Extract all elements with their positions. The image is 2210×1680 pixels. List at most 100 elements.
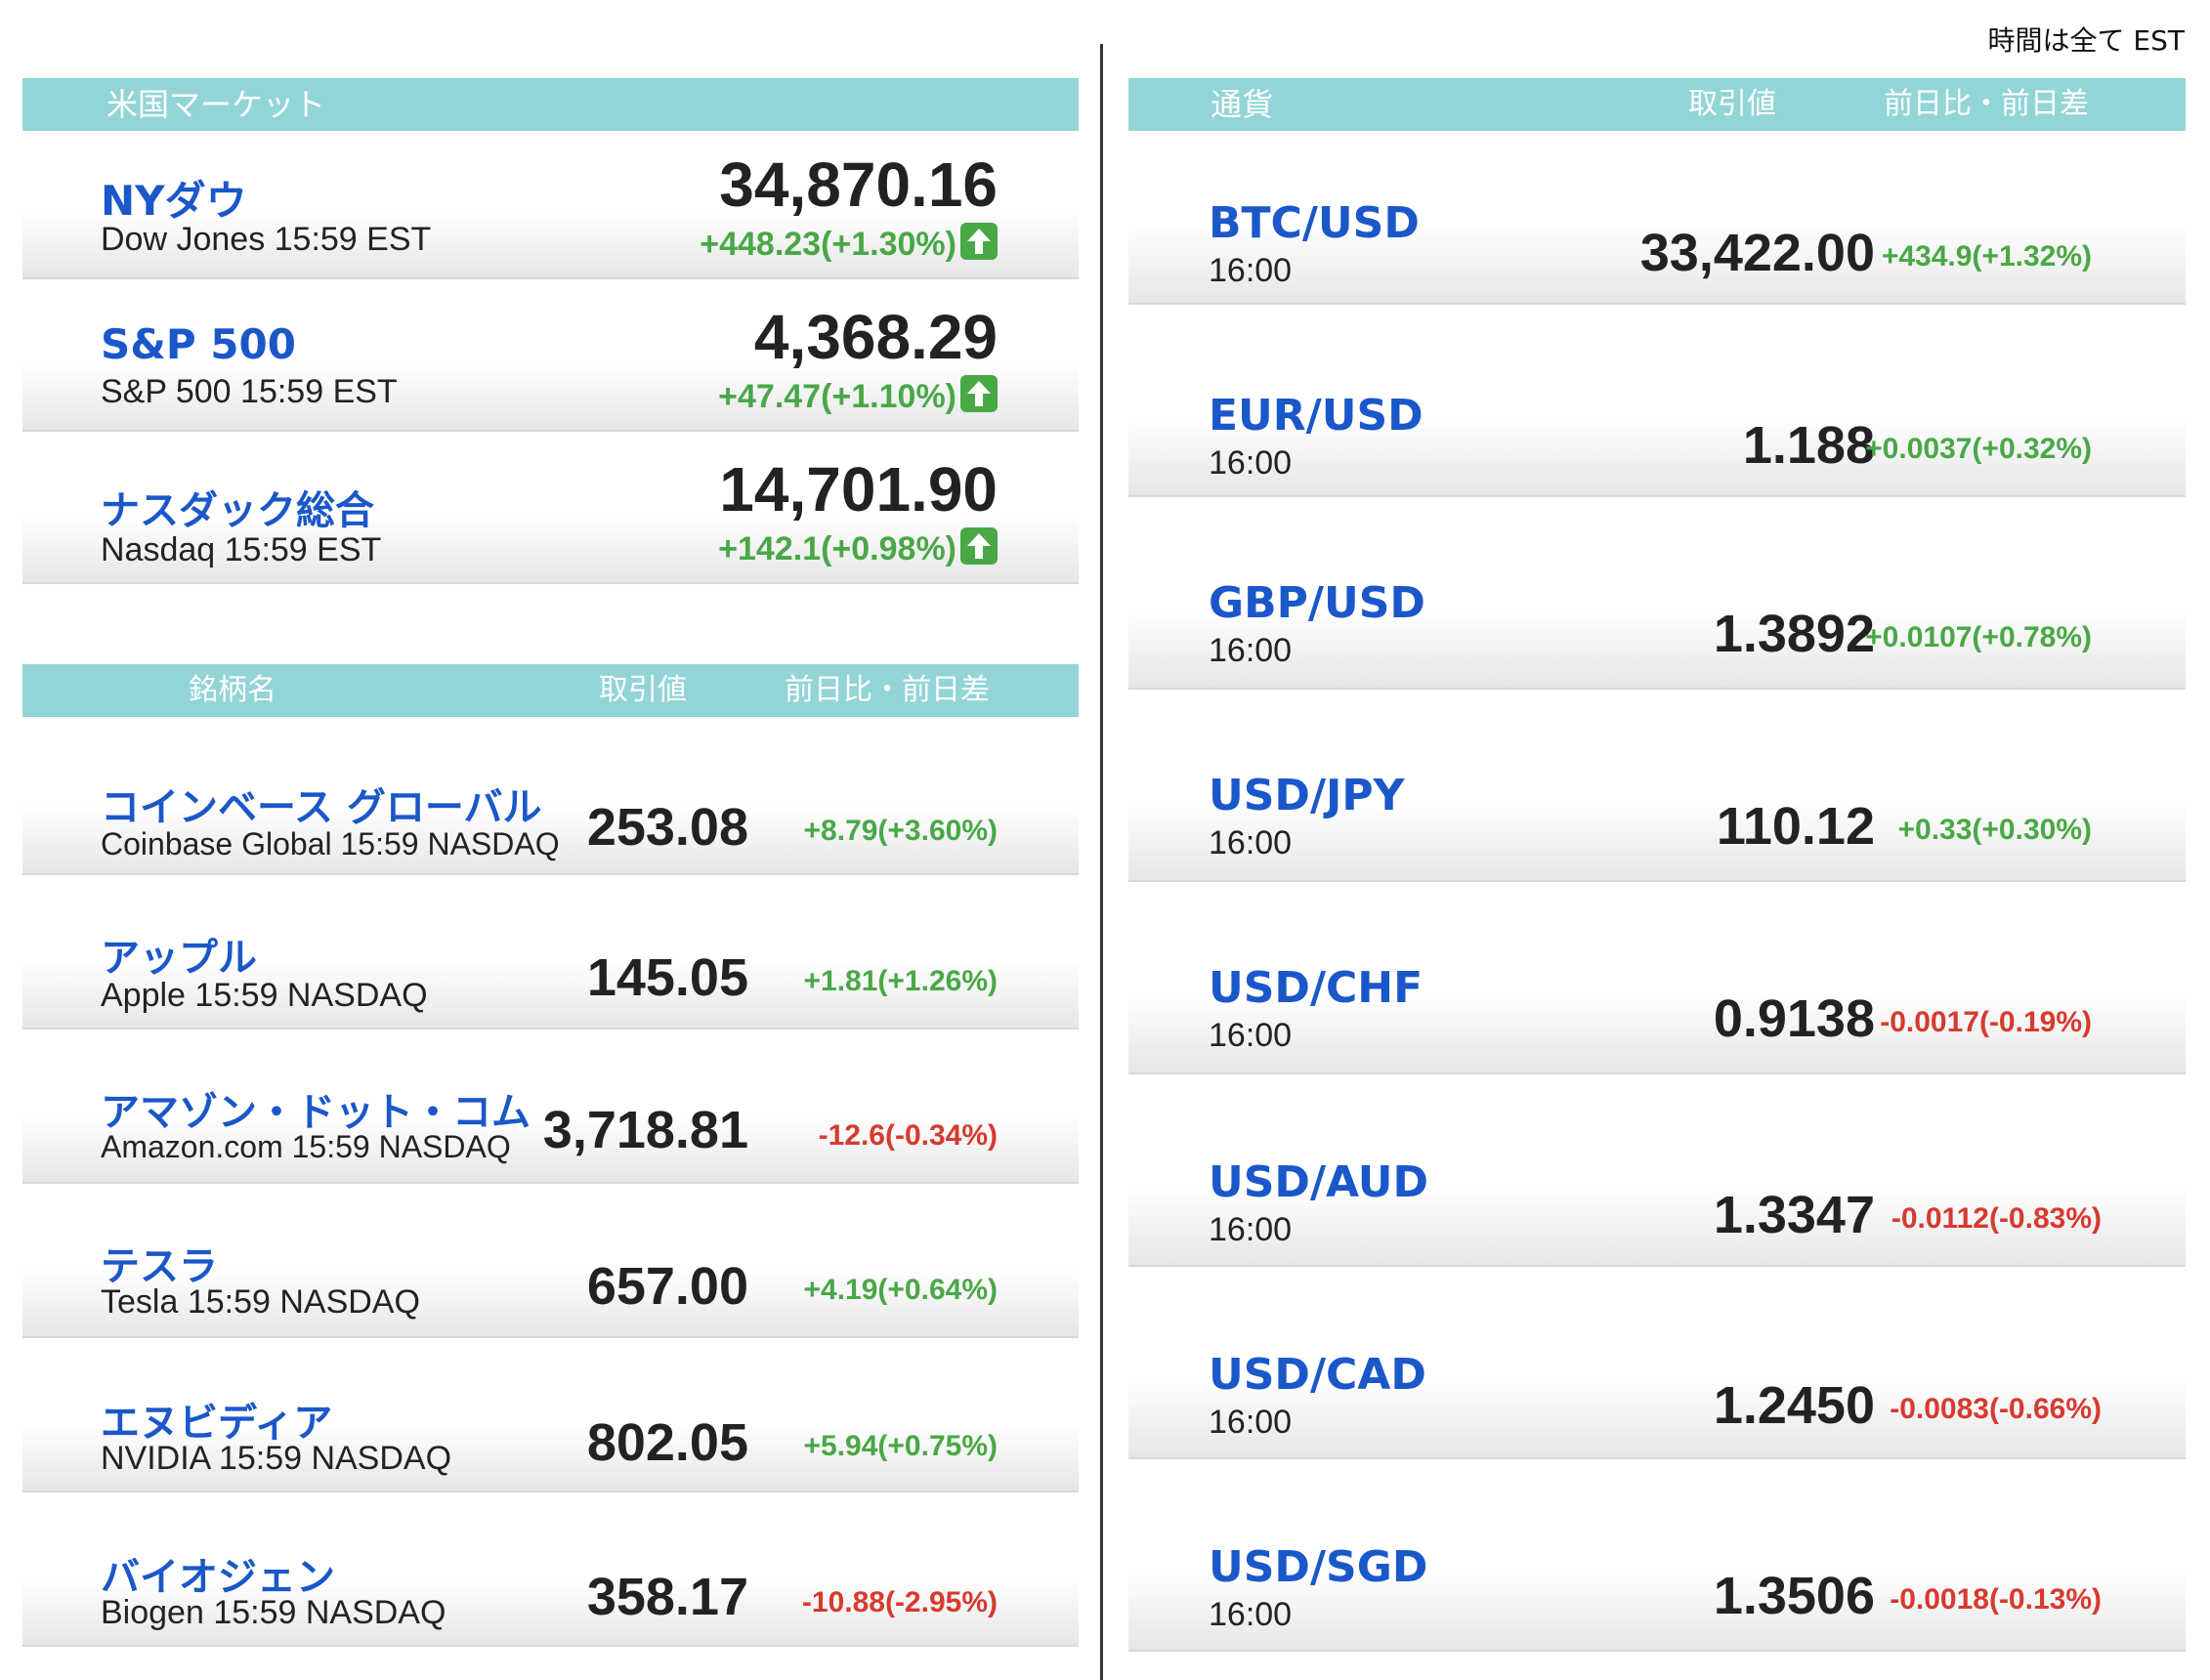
index-sub: Nasdaq 15:59 EST (101, 531, 382, 568)
currency-time: 16:00 (1209, 1404, 1293, 1441)
currency-change: +434.9(+1.32%) (1881, 240, 2092, 273)
index-change: +142.1(+0.98%) (718, 527, 998, 568)
currency-value: 0.9138 (1713, 989, 1875, 1048)
index-name: NYダウ (101, 177, 247, 225)
currency-row-btcusd[interactable]: BTC/USD 16:00 33,422.00 +434.9(+1.32%) (1128, 145, 2186, 305)
stock-sub: Apple 15:59 NASDAQ (101, 977, 428, 1014)
currency-value: 33,422.00 (1639, 224, 1875, 282)
currency-row-gbpusd[interactable]: GBP/USD 16:00 1.3892 +0.0107(+0.78%) (1128, 529, 2186, 690)
index-change: +47.47(+1.10%) (718, 375, 998, 416)
currency-time: 16:00 (1209, 1017, 1293, 1054)
stock-change: +1.81(+1.26%) (803, 965, 998, 997)
currency-value: 1.2450 (1713, 1376, 1875, 1435)
index-row-sp500[interactable]: S&P 500 S&P 500 15:59 EST 4,368.29 +47.4… (22, 297, 1079, 432)
currency-value: 110.12 (1716, 797, 1875, 856)
currency-time: 16:00 (1209, 824, 1293, 861)
currency-value: 1.3506 (1713, 1567, 1875, 1625)
currency-change: +0.33(+0.30%) (1897, 814, 2092, 846)
stock-row-biogen[interactable]: バイオジェン Biogen 15:59 NASDAQ 358.17 -10.88… (22, 1512, 1079, 1647)
currency-col-value: 取引値 (1688, 87, 1776, 121)
us-market-header: 米国マーケット (22, 78, 1079, 131)
stock-name: アマゾン・ドット・コム (101, 1090, 531, 1135)
currency-name: USD/JPY (1209, 771, 1405, 820)
stock-value: 657.00 (586, 1257, 748, 1316)
index-sub: Dow Jones 15:59 EST (101, 221, 432, 258)
currency-name: USD/SGD (1209, 1542, 1428, 1592)
stock-value: 802.05 (586, 1413, 748, 1472)
stock-row-nvidia[interactable]: エヌビディア NVIDIA 15:59 NASDAQ 802.05 +5.94(… (22, 1358, 1079, 1492)
index-name: S&P 500 (101, 320, 296, 368)
currency-row-usdchf[interactable]: USD/CHF 16:00 0.9138 -0.0017(-0.19%) (1128, 914, 2186, 1074)
stock-row-amazon[interactable]: アマゾン・ドット・コム Amazon.com 15:59 NASDAQ 3,71… (22, 1049, 1079, 1184)
index-name: ナスダック総合 (101, 488, 374, 533)
stocks-col-value: 取引値 (599, 673, 687, 707)
currency-change: -0.0017(-0.19%) (1880, 1006, 2092, 1038)
stock-value: 253.08 (586, 798, 748, 857)
index-value: 4,368.29 (753, 302, 998, 372)
currency-value: 1.3892 (1713, 605, 1875, 663)
currency-change: -0.0112(-0.83%) (1891, 1202, 2102, 1235)
stock-row-tesla[interactable]: テスラ Tesla 15:59 NASDAQ 657.00 +4.19(+0.6… (22, 1203, 1079, 1338)
stock-sub: Coinbase Global 15:59 NASDAQ (101, 826, 560, 861)
index-row-nasdaq[interactable]: ナスダック総合 Nasdaq 15:59 EST 14,701.90 +142.… (22, 449, 1079, 584)
currency-name: USD/CHF (1209, 963, 1424, 1013)
currency-name: BTC/USD (1209, 198, 1420, 248)
currency-header: 通貨 取引値 前日比・前日差 (1128, 78, 2186, 131)
currency-name: USD/AUD (1209, 1157, 1428, 1207)
stock-name: アップル (101, 936, 257, 981)
currency-value: 1.188 (1742, 416, 1875, 475)
currency-change: +0.0037(+0.32%) (1865, 433, 2092, 465)
stock-sub: Amazon.com 15:59 NASDAQ (101, 1129, 511, 1164)
stock-change: +5.94(+0.75%) (803, 1430, 998, 1462)
currency-change: -0.0083(-0.66%) (1890, 1393, 2102, 1425)
column-divider (1100, 44, 1103, 1680)
stock-name: テスラ (101, 1244, 218, 1289)
arrow-up-box-icon (960, 223, 998, 260)
currency-time: 16:00 (1209, 632, 1293, 669)
currency-row-usdjpy[interactable]: USD/JPY 16:00 110.12 +0.33(+0.30%) (1128, 722, 2186, 882)
stock-value: 3,718.81 (542, 1101, 748, 1159)
currency-time: 16:00 (1209, 1596, 1293, 1633)
currency-change: +0.0107(+0.78%) (1865, 621, 2092, 653)
currency-row-usdcad[interactable]: USD/CAD 16:00 1.2450 -0.0083(-0.66%) (1128, 1299, 2186, 1459)
index-value: 14,701.90 (719, 454, 998, 525)
currency-name: USD/CAD (1209, 1350, 1426, 1400)
stock-value: 145.05 (586, 948, 748, 1007)
currency-name: EUR/USD (1209, 391, 1424, 441)
currency-time: 16:00 (1209, 1211, 1293, 1248)
stock-sub: Tesla 15:59 NASDAQ (101, 1283, 420, 1321)
stock-row-apple[interactable]: アップル Apple 15:59 NASDAQ 145.05 +1.81(+1.… (22, 895, 1079, 1029)
stocks-col-name: 銘柄名 (189, 673, 276, 707)
stock-change: -12.6(-0.34%) (818, 1119, 998, 1152)
stock-value: 358.17 (586, 1568, 748, 1626)
stock-name: エヌビディア (101, 1401, 333, 1446)
index-sub: S&P 500 15:59 EST (101, 373, 398, 410)
stock-name: バイオジェン (101, 1555, 335, 1600)
timezone-note: 時間は全て EST (1987, 24, 2185, 57)
stock-name: コインベース グローバル (101, 785, 542, 830)
stock-change: +8.79(+3.60%) (803, 815, 998, 847)
stock-sub: Biogen 15:59 NASDAQ (101, 1594, 446, 1631)
arrow-up-box-icon (960, 527, 998, 565)
currency-row-usdsgd[interactable]: USD/SGD 16:00 1.3506 -0.0018(-0.13%) (1128, 1491, 2186, 1652)
currency-time: 16:00 (1209, 444, 1293, 482)
arrow-up-box-icon (960, 375, 998, 412)
currency-time: 16:00 (1209, 252, 1293, 289)
currency-col-change: 前日比・前日差 (1884, 87, 2089, 121)
stocks-header: 銘柄名 取引値 前日比・前日差 (22, 664, 1079, 717)
stock-row-coinbase[interactable]: コインベース グローバル Coinbase Global 15:59 NASDA… (22, 740, 1079, 875)
currency-change: -0.0018(-0.13%) (1890, 1583, 2102, 1616)
currency-value: 1.3347 (1713, 1186, 1875, 1244)
currency-row-usdaud[interactable]: USD/AUD 16:00 1.3347 -0.0112(-0.83%) (1128, 1107, 2186, 1267)
stocks-col-change: 前日比・前日差 (785, 673, 990, 707)
us-market-title: 米国マーケット (106, 86, 326, 123)
index-value: 34,870.16 (719, 149, 998, 220)
currency-name: GBP/USD (1209, 578, 1425, 628)
currency-col-name: 通貨 (1211, 86, 1274, 123)
stock-sub: NVIDIA 15:59 NASDAQ (101, 1440, 452, 1477)
currency-row-eurusd[interactable]: EUR/USD 16:00 1.188 +0.0037(+0.32%) (1128, 337, 2186, 497)
index-change: +448.23(+1.30%) (700, 223, 998, 264)
stock-change: -10.88(-2.95%) (801, 1586, 998, 1618)
stock-change: +4.19(+0.64%) (803, 1274, 998, 1306)
index-row-dow[interactable]: NYダウ Dow Jones 15:59 EST 34,870.16 +448.… (22, 145, 1079, 279)
